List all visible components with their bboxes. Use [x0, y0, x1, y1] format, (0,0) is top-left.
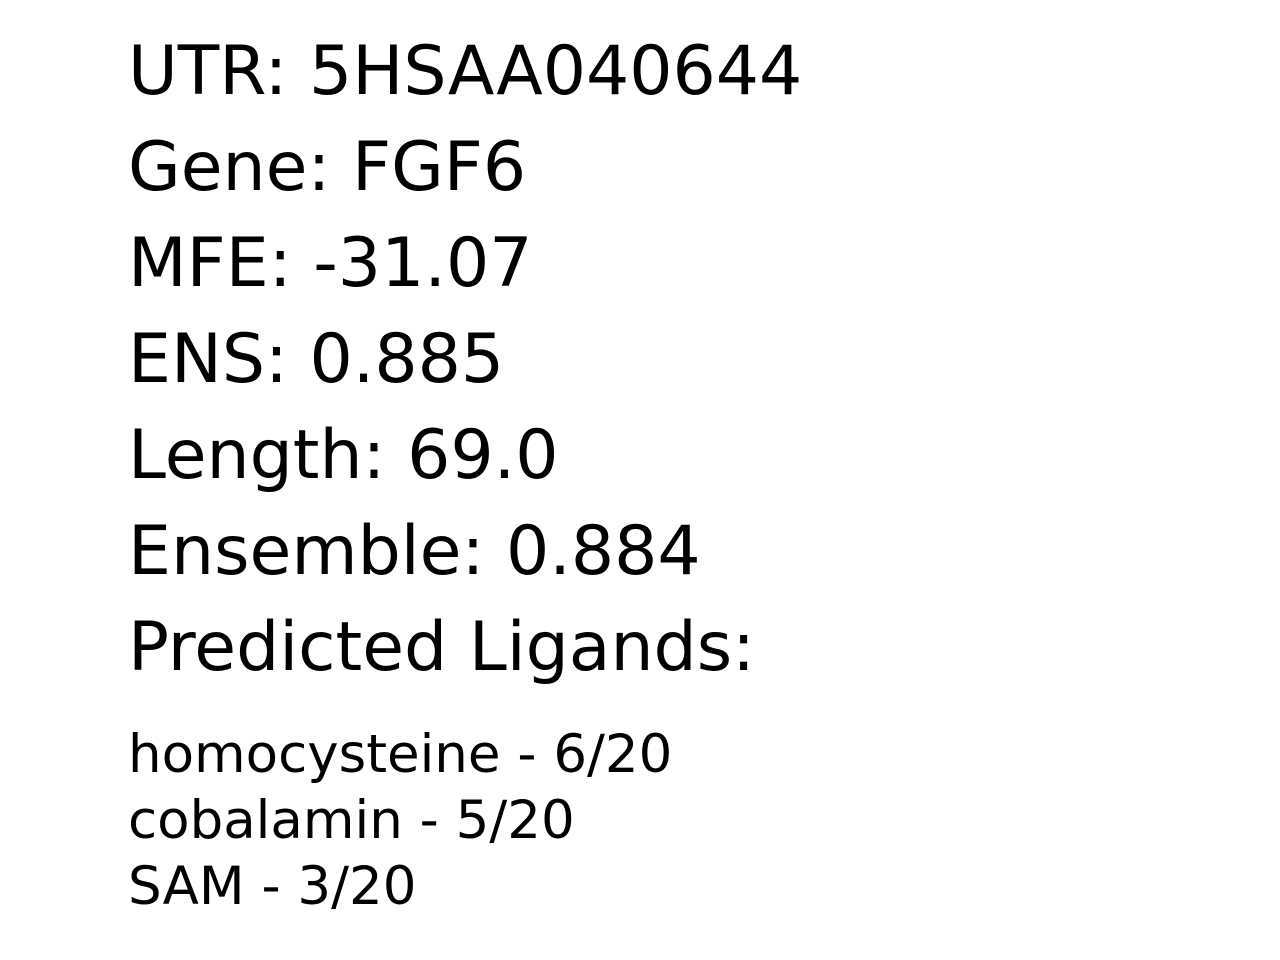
- ligand-list: homocysteine - 6/20 cobalamin - 5/20 SAM…: [128, 722, 672, 920]
- ligand-item: SAM - 3/20: [128, 856, 417, 917]
- mfe-text: MFE: -31.07: [128, 224, 533, 303]
- ligand-item: cobalamin - 5/20: [128, 790, 575, 851]
- gene-text: Gene: FGF6: [128, 128, 527, 207]
- ens-text: ENS: 0.885: [128, 320, 505, 399]
- ensemble-text: Ensemble: 0.884: [128, 512, 701, 591]
- utr-id-text: UTR: 5HSAA040644: [128, 32, 803, 111]
- length-text: Length: 69.0: [128, 416, 559, 495]
- ligand-item: homocysteine - 6/20: [128, 724, 673, 785]
- predicted-ligands-heading: Predicted Ligands:: [128, 608, 756, 687]
